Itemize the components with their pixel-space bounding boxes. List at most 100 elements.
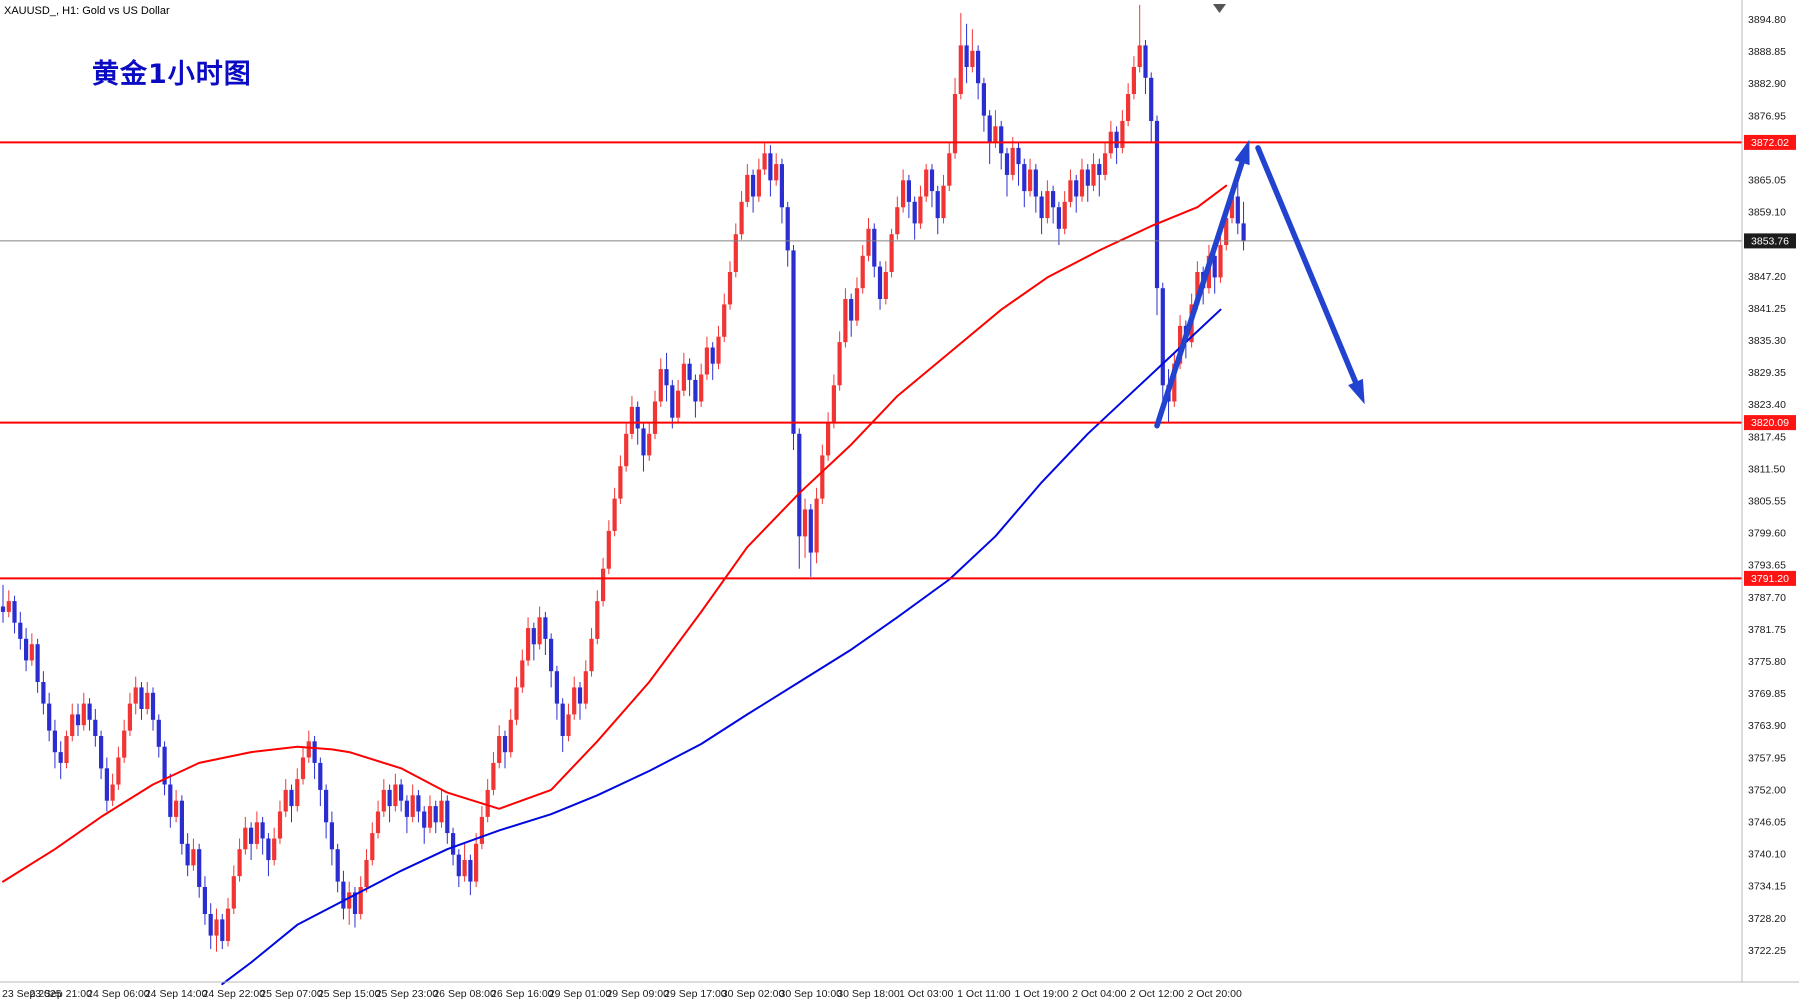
price-tick-label: 3769.85 — [1748, 688, 1786, 700]
candle-body — [1114, 131, 1119, 148]
candle-body — [1131, 67, 1136, 94]
price-tick-label: 3734.15 — [1748, 881, 1786, 893]
candle-body — [739, 201, 744, 235]
candle-body — [947, 153, 952, 186]
candle-body — [254, 822, 259, 844]
candle-body — [0, 606, 6, 612]
candle-body — [1033, 169, 1038, 197]
price-tick-label: 3752.00 — [1748, 784, 1786, 796]
candle-body — [1160, 288, 1165, 386]
candle-body — [589, 638, 594, 672]
candle-body — [751, 174, 756, 197]
candle-body — [300, 757, 306, 780]
candle-body — [1126, 94, 1131, 121]
candle-body — [1085, 169, 1090, 186]
candle-body — [1120, 120, 1125, 148]
candle-body — [681, 363, 686, 391]
candle-body — [520, 660, 525, 688]
candle-body — [156, 719, 161, 747]
price-tick-label: 3775.80 — [1748, 656, 1786, 668]
candle-body — [566, 714, 571, 736]
candle-body — [1097, 164, 1102, 175]
candle-body — [191, 849, 196, 866]
candle-body — [826, 423, 831, 456]
candle-body — [168, 784, 173, 817]
candle-body — [29, 644, 34, 661]
candle-body — [601, 568, 606, 602]
trend-arrow-down[interactable] — [1255, 145, 1365, 405]
time-tick-label: 24 Sep 14:00 — [145, 988, 208, 1000]
candle-body — [699, 374, 704, 402]
candle-body — [208, 914, 213, 936]
candle-body — [670, 385, 675, 418]
candle-body — [1137, 45, 1142, 67]
candle-body — [47, 703, 52, 731]
candle-body — [641, 428, 646, 456]
price-axis[interactable]: 3894.80 3888.85 3882.90 3876.95 3865.05 3859.… — [1744, 14, 1796, 957]
trend-arrow-up[interactable] — [1154, 139, 1250, 429]
candle-body — [877, 266, 883, 299]
candle-body — [1051, 191, 1056, 208]
price-tick-label: 3787.70 — [1748, 592, 1786, 604]
candle-body — [941, 185, 946, 219]
price-tick-label: 3829.35 — [1748, 367, 1786, 379]
candle-body — [1229, 196, 1235, 219]
candle-body — [145, 692, 150, 709]
candle-body — [341, 881, 346, 909]
candle-body — [733, 234, 738, 272]
candle-body — [1224, 218, 1229, 245]
time-tick-label: 23 Sep 2025 — [2, 988, 62, 1000]
candle-body — [456, 854, 461, 877]
candle-body — [416, 795, 421, 812]
candle-body — [491, 762, 496, 790]
candle-body — [104, 768, 109, 801]
candle-body — [381, 789, 386, 812]
candle-body — [687, 363, 692, 380]
candle-body — [1154, 120, 1160, 289]
candle-body — [872, 228, 877, 267]
candle-body — [35, 644, 40, 682]
candle-body — [889, 234, 894, 272]
candle-body — [1195, 272, 1200, 305]
candle-body — [266, 838, 271, 861]
candle-body — [387, 789, 392, 807]
candle-body — [58, 752, 63, 763]
candle-body — [658, 369, 663, 402]
candle-body — [231, 876, 236, 909]
time-tick-label: 2 Oct 04:00 — [1072, 988, 1126, 1000]
candle-body — [843, 299, 848, 343]
candle-body — [785, 207, 790, 251]
candle-body — [1016, 147, 1021, 165]
price-tick-label: 3740.10 — [1748, 849, 1786, 861]
time-tick-label: 26 Sep 08:00 — [433, 988, 496, 1000]
candle-body — [514, 687, 519, 720]
candle-body — [162, 746, 167, 785]
candle-body — [508, 719, 513, 753]
chart-annotation-title: 黄金1小时图 — [92, 59, 252, 90]
candle-body — [912, 201, 917, 224]
candle-body — [924, 169, 929, 197]
candle-body — [704, 347, 709, 375]
candle-body — [952, 94, 958, 154]
candle-body — [1010, 147, 1015, 175]
candle-body — [560, 703, 565, 736]
candle-body — [624, 433, 629, 467]
candle-body — [364, 860, 369, 887]
resistance-lines — [0, 141, 1742, 580]
candle-body — [774, 164, 779, 181]
price-tick-label: 3841.25 — [1748, 303, 1786, 315]
candle-body — [549, 638, 554, 672]
candle-body — [479, 816, 484, 844]
candle-body — [1218, 245, 1223, 278]
price-tick-label: 3763.90 — [1748, 720, 1786, 732]
candle-body — [814, 498, 819, 553]
price-tick-label: 3781.75 — [1748, 624, 1786, 636]
time-tick-label: 30 Sep 10:00 — [780, 988, 843, 1000]
candle-body — [572, 687, 577, 715]
chart-shift-marker-icon[interactable] — [1213, 4, 1226, 13]
candle-body — [214, 919, 219, 936]
candle-body — [197, 849, 202, 887]
candle-body — [295, 779, 300, 807]
